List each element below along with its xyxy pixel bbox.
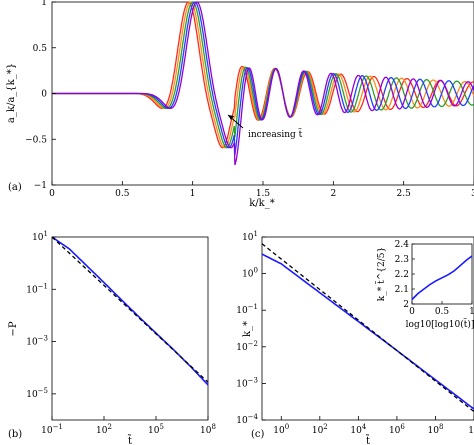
panel-b-ytick-label: 101 xyxy=(32,230,48,243)
inset-x-ticks: 0 0.5 1 xyxy=(409,301,474,317)
panel-b-frame xyxy=(51,236,209,421)
panel-a-ytick-label: −0.5 xyxy=(25,135,47,145)
panel-b-ytick-label: 10−5 xyxy=(26,387,48,400)
panel-c-label: (c) xyxy=(251,429,265,440)
panel-c-frame xyxy=(261,236,474,421)
inset-xtick-label: 1 xyxy=(469,307,474,317)
panel-c-series-dashed xyxy=(261,243,474,413)
panel-a-xtick-label: 2.5 xyxy=(397,189,412,199)
panel-a-label: (a) xyxy=(8,182,22,193)
panel-a-xtick-label: 0.5 xyxy=(115,189,130,199)
panel-a-y-ticks: −1 −0.5 0 0.5 1 xyxy=(25,0,56,191)
panel-c-xtick-label: 106 xyxy=(389,423,405,436)
panel-b-label: (b) xyxy=(8,429,22,440)
panel-c-ytick-label: 10−4 xyxy=(236,413,258,426)
arrow-head xyxy=(228,115,234,120)
panel-b: 10−1 102 105 108 101 10−1 10−3 10−5 (b) t̃ −P xyxy=(8,230,216,445)
panel-a-curves xyxy=(52,1,474,166)
panel-a-xtick-label: 3 xyxy=(471,189,474,199)
panel-c-ytick-label: 10−1 xyxy=(236,303,258,316)
panel-b-xtick-label: 102 xyxy=(96,423,112,436)
panel-c-xtick-label: 104 xyxy=(350,423,366,436)
panel-a: 00.511.522.53 −1−0.500.51 increasing t̃ … xyxy=(6,0,474,209)
panel-c-xtick-label: 108 xyxy=(427,423,443,436)
panel-a-ytick-label: 0.5 xyxy=(33,44,48,54)
panel-b-ytick-label: 10−1 xyxy=(26,282,48,295)
panel-b-xtick-label: 10−1 xyxy=(41,423,63,436)
panel-c-inset: 0 0.5 1 22.12.22.32.4 log10[log10(t̃)] k_*… xyxy=(374,240,474,330)
panel-b-y-ticks: 101 10−1 10−3 10−5 xyxy=(26,230,56,400)
panel-b-xtick-label: 108 xyxy=(200,423,216,436)
panel-a-series-2 xyxy=(52,1,474,149)
panel-a-series-1 xyxy=(52,1,474,149)
inset-ytick-label: 2 xyxy=(403,300,409,310)
panel-a-ylabel: a_k/a_{k_*} xyxy=(6,63,17,123)
panel-a-xtick-label: 2 xyxy=(330,189,336,199)
panel-b-ytick-label: 10−3 xyxy=(26,335,48,348)
inset-frame xyxy=(411,243,473,305)
panel-b-ylabel: −P xyxy=(8,321,19,336)
panel-c-x-ticks: 100 102 104 106 108 10 xyxy=(273,416,474,436)
panel-b-series-solid xyxy=(51,236,209,386)
panel-c-y-ticks: 101 100 10−1 10−2 10−3 10−4 xyxy=(236,230,266,426)
inset-xlabel: log10[log10(t̃)] xyxy=(406,317,474,330)
inset-ytick-label: 2.4 xyxy=(395,240,410,250)
panel-b-xlabel: t̃ xyxy=(127,434,132,445)
inset-ylabel: k_* t̃^{2/5} xyxy=(374,247,387,301)
panel-a-xtick-label: 1.5 xyxy=(256,189,271,199)
inset-curve xyxy=(411,255,473,301)
inset-xtick-label: 0.5 xyxy=(435,307,450,317)
panel-a-xlabel: k/k_* xyxy=(249,198,275,209)
panel-c-xtick-label: 100 xyxy=(273,423,289,436)
panel-c-xtick-label: 10 xyxy=(468,426,474,436)
panel-a-ytick-label: 0 xyxy=(41,90,47,100)
panel-c-ylabel: k_* xyxy=(242,321,253,337)
panel-c-ytick-label: 100 xyxy=(242,267,258,280)
inset-ytick-label: 2.3 xyxy=(395,255,410,265)
panel-c-xtick-label: 102 xyxy=(312,423,328,436)
panel-a-series-0 xyxy=(52,1,474,149)
panel-c-curves xyxy=(261,243,474,413)
inset-y-ticks: 2 2.1 2.2 2.3 2.4 xyxy=(395,240,415,310)
inset-ytick-label: 2.1 xyxy=(395,285,409,295)
panel-b-curves xyxy=(51,236,209,386)
panel-c-ytick-label: 101 xyxy=(242,230,258,243)
panel-a-xtick-label: 0 xyxy=(49,189,55,199)
panel-c: 10010210410610810 10110010−110−210−310−4… xyxy=(236,230,474,445)
panel-a-x-ticks: 0 0.5 1 1.5 2 2.5 3 xyxy=(49,181,474,199)
panel-c-xlabel: t̃ xyxy=(365,434,370,445)
inset-series xyxy=(411,255,473,301)
panel-a-xtick-label: 1 xyxy=(190,189,196,199)
panel-c-series-solid xyxy=(261,253,474,410)
annotation-increasing: increasing t̃ xyxy=(248,127,303,140)
panel-c-ytick-label: 10−2 xyxy=(236,340,258,353)
panel-c-ytick-label: 10−3 xyxy=(236,376,258,389)
panel-b-xtick-label: 105 xyxy=(148,423,164,436)
panel-a-ytick-label: 1 xyxy=(41,0,47,8)
panel-a-series-4 xyxy=(52,1,474,166)
inset-xtick-label: 0 xyxy=(409,307,415,317)
inset-ytick-label: 2.2 xyxy=(395,270,409,280)
panel-a-ytick-label: −1 xyxy=(34,181,47,191)
panel-b-x-ticks: 10−1 102 105 108 xyxy=(41,416,216,436)
panel-b-series-dashed xyxy=(51,236,209,383)
